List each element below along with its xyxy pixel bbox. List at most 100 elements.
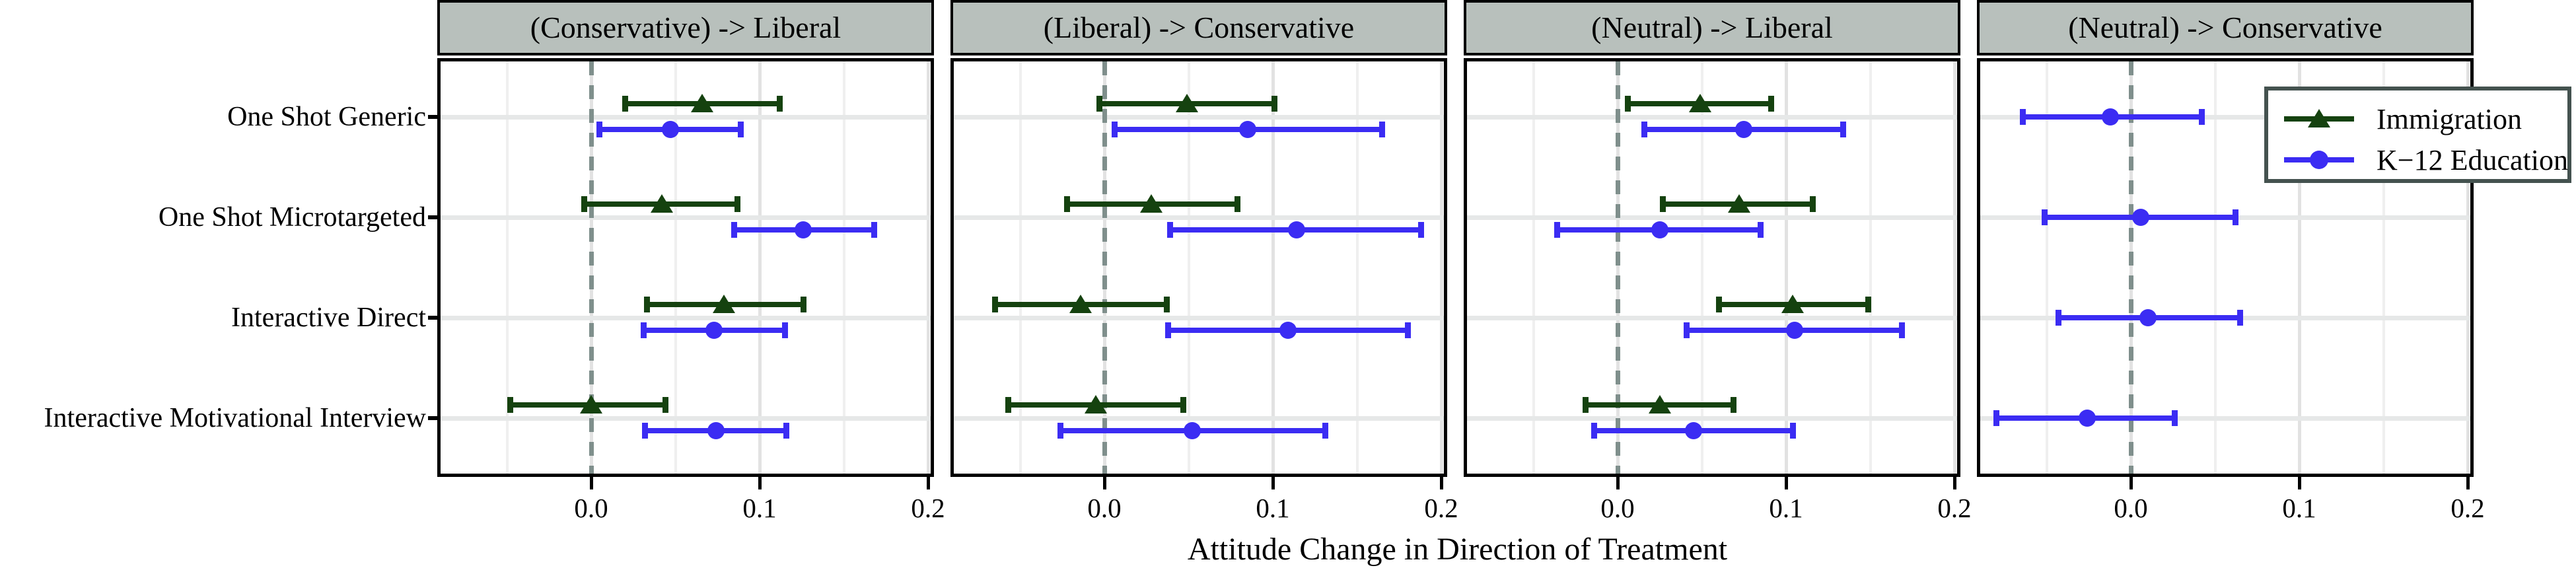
gridline-minor — [1355, 61, 1359, 474]
immigration-point-marker — [691, 94, 714, 112]
immigration-point-ci-cap — [662, 397, 668, 413]
immigration-point-ci-cap — [1731, 397, 1737, 413]
k12-point-ci-cap — [783, 423, 790, 439]
gridline-row — [954, 114, 1444, 120]
immigration-point-ci-cap — [1715, 297, 1722, 312]
k12-point-ci-cap — [2171, 410, 2178, 426]
x-axis-tick — [1271, 477, 1275, 489]
k12-point-ci-cap — [1789, 423, 1796, 439]
k12-point-ci-cap — [2020, 109, 2026, 125]
immigration-point-ci-cap — [734, 196, 741, 212]
immigration-point-ci-cap — [800, 297, 806, 312]
x-axis-tick-label: 0.1 — [1256, 493, 1290, 523]
immigration-point-marker — [1175, 94, 1198, 112]
immigration-point-ci-cap — [1064, 196, 1071, 212]
gridline-row — [954, 215, 1444, 220]
legend-item-immigration: Immigration — [2281, 98, 2567, 139]
immigration-point-ci-cap — [1096, 96, 1102, 112]
x-axis-tick — [1616, 477, 1620, 489]
k12-point-ci-cap — [640, 322, 647, 338]
gridline-major — [1952, 61, 1956, 474]
x-axis-tick-label: 0.1 — [2282, 493, 2316, 523]
immigration-point-marker — [1085, 395, 1108, 414]
x-axis-tick — [1784, 477, 1788, 489]
immigration-point-ci-cap — [1768, 96, 1774, 112]
k12-point-ci-cap — [2055, 310, 2061, 326]
y-axis-tick — [428, 115, 439, 119]
x-axis-tick-label: 0.0 — [1087, 493, 1122, 523]
k12-point-ci-cap — [738, 122, 744, 137]
k12-point-ci-cap — [1684, 322, 1690, 338]
x-axis-tick-label: 0.0 — [574, 493, 608, 523]
k12-point-marker — [1279, 322, 1297, 339]
immigration-triangle-icon — [2281, 98, 2359, 139]
immigration-point-marker — [1648, 395, 1671, 414]
gridline-row — [1467, 415, 1957, 421]
x-axis-tick — [589, 477, 593, 489]
gridline-row — [1980, 415, 2470, 421]
gridline-minor — [1869, 61, 1872, 474]
k12-point-marker — [795, 221, 812, 238]
x-axis-tick-label: 0.2 — [2451, 493, 2485, 523]
facet-plot — [437, 58, 934, 477]
immigration-point-marker — [1781, 295, 1805, 313]
immigration-point-ci-cap — [1271, 96, 1278, 112]
zero-reference-line — [1615, 61, 1620, 474]
k12-point-ci-cap — [1840, 122, 1847, 137]
k12-point-ci-cap — [1404, 322, 1411, 338]
k12-point-ci-cap — [1322, 423, 1328, 439]
immigration-point-marker — [713, 295, 736, 313]
immigration-point-ci-cap — [1180, 397, 1187, 413]
x-axis-tick-label: 0.1 — [1769, 493, 1803, 523]
immigration-point-ci-cap — [1810, 196, 1816, 212]
immigration-point-ci-cap — [1163, 297, 1170, 312]
x-axis-tick-label: 0.2 — [911, 493, 945, 523]
zero-reference-line — [2128, 61, 2133, 474]
gridline-row — [1467, 315, 1957, 320]
gridline-row — [441, 215, 931, 220]
k12-point-ci-cap — [1993, 410, 1999, 426]
gridline-minor — [1532, 61, 1535, 474]
gridline-row — [1467, 215, 1957, 220]
immigration-point-ci-cap — [1660, 196, 1666, 212]
legend-label-immigration: Immigration — [2377, 102, 2522, 135]
gridline-major — [2466, 61, 2470, 474]
k12-point-ci-cap — [731, 222, 738, 238]
k12-point-ci-cap — [1758, 222, 1764, 238]
k12-point-ci-cap — [1591, 423, 1597, 439]
immigration-point-ci-cap — [1005, 397, 1012, 413]
k12-point-marker — [2132, 209, 2150, 226]
x-axis-tick — [2129, 477, 2133, 489]
gridline-minor — [1187, 61, 1190, 474]
immigration-point-marker — [1727, 194, 1750, 213]
k12-circle-icon — [2281, 139, 2359, 180]
legend-item-k12: K−12 Education — [2281, 139, 2568, 180]
gridline-row — [441, 114, 931, 120]
x-axis-title: Attitude Change in Direction of Treatmen… — [1187, 532, 1728, 567]
gridline-row — [1467, 114, 1957, 120]
k12-point-ci-cap — [2198, 109, 2205, 125]
immigration-point-ci-cap — [581, 196, 588, 212]
k12-point-ci-cap — [871, 222, 877, 238]
y-axis-label: One Shot Microtargeted — [158, 202, 426, 233]
k12-point-ci-cap — [1057, 423, 1064, 439]
k12-point-marker — [707, 422, 725, 439]
gridline-major — [2297, 61, 2301, 474]
gridline-minor — [2382, 61, 2385, 474]
gridline-major — [1439, 61, 1443, 474]
k12-point-ci-cap — [1641, 122, 1648, 137]
gridline-row — [954, 315, 1444, 320]
gridline-row — [954, 415, 1444, 421]
gridline-minor — [1019, 61, 1022, 474]
k12-point-ci-cap — [1165, 322, 1172, 338]
immigration-point-ci-cap — [1865, 297, 1872, 312]
y-axis-label: Interactive Motivational Interview — [44, 403, 426, 433]
k12-point-ci-cap — [2237, 310, 2244, 326]
gridline-row — [441, 415, 931, 421]
k12-point-ci-cap — [2042, 209, 2048, 225]
k12-point-ci-cap — [1379, 122, 1386, 137]
x-axis-tick — [2466, 477, 2470, 489]
k12-point-marker — [1287, 221, 1305, 238]
k12-point-ci-cap — [1111, 122, 1118, 137]
